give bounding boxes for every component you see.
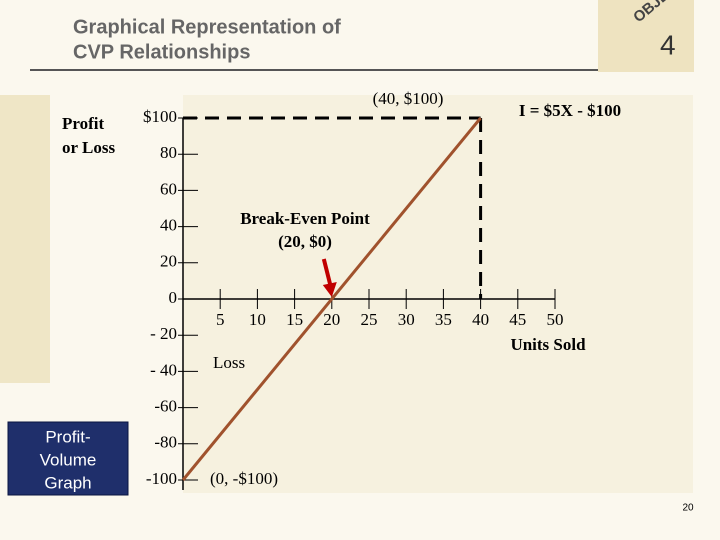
- side-label-box: [7, 421, 129, 496]
- y-tick-label: - 20: [150, 324, 177, 343]
- break-even-arrow: [321, 258, 333, 288]
- slide-title: CVP Relationships: [73, 41, 250, 63]
- y-tick-label: - 40: [150, 360, 177, 379]
- side-label: Profit-: [45, 427, 90, 446]
- x-tick-label: 50: [547, 310, 564, 329]
- y-tick-label: -100: [146, 469, 177, 488]
- plot-background: [183, 95, 693, 493]
- y-tick-label: -60: [154, 397, 177, 416]
- x-tick-label: 30: [398, 310, 415, 329]
- side-label: Volume: [40, 450, 97, 469]
- x-tick-label: 40: [472, 310, 489, 329]
- y-tick-label: 80: [160, 143, 177, 162]
- x-tick-label: 20: [323, 310, 340, 329]
- badge-number: 4: [660, 29, 676, 60]
- annotation: Break-Even Point: [240, 209, 370, 228]
- annotation: (20, $0): [278, 232, 332, 251]
- y-tick-label: 20: [160, 252, 177, 271]
- y-axis-label: Profit: [62, 114, 105, 133]
- y-tick-label: 40: [160, 216, 177, 235]
- page-number: 20: [682, 503, 694, 514]
- x-tick-label: 10: [249, 310, 266, 329]
- x-tick-label: 35: [435, 310, 452, 329]
- objective-badge: [598, 0, 694, 72]
- x-tick-label: 25: [361, 310, 378, 329]
- side-label: Graph: [44, 473, 91, 492]
- x-tick-label: 45: [509, 310, 526, 329]
- annotation: (40, $100): [373, 89, 444, 108]
- x-tick-label: 15: [286, 310, 303, 329]
- x-axis-label: Units Sold: [510, 335, 586, 354]
- y-tick-label: -80: [154, 433, 177, 452]
- y-tick-label: $100: [143, 107, 177, 126]
- y-axis-label: or Loss: [62, 138, 115, 157]
- x-tick-label: 5: [216, 310, 225, 329]
- y-tick-label: 0: [169, 288, 178, 307]
- side-strip: [0, 95, 50, 383]
- slide-title: Graphical Representation of: [73, 16, 341, 38]
- profit-line: [181, 117, 482, 481]
- annotation: Loss: [213, 353, 245, 372]
- annotation: (0, -$100): [210, 469, 278, 488]
- y-tick-label: 60: [160, 179, 177, 198]
- annotation: I = $5X - $100: [519, 101, 621, 120]
- arrow-head: [322, 282, 337, 297]
